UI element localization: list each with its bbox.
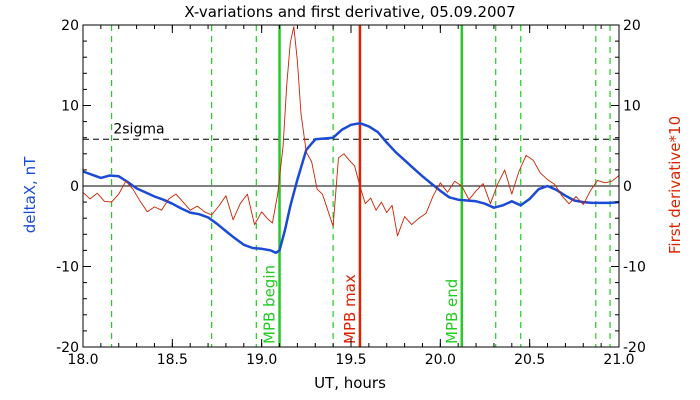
x-tick-label: 18.0 (67, 352, 98, 368)
y-tick-label-left: 0 (70, 179, 79, 195)
x-tick-label: 20.0 (425, 352, 456, 368)
series-line-derivative (82, 26, 620, 237)
y-tick-label-left: 20 (61, 18, 79, 34)
series-line-deltax (82, 121, 620, 255)
y-tick-label-right: 10 (623, 99, 641, 115)
chart-title: X-variations and first derivative, 05.09… (184, 3, 515, 21)
y-axis-label-left: deltaX, nT (21, 156, 39, 233)
y-tick-label-left: -10 (56, 260, 79, 276)
mpb-marker-label-3: MPB end (443, 279, 461, 344)
sigma-label: 2sigma (113, 121, 164, 137)
x-tick-label: 20.5 (514, 352, 545, 368)
x-tick-label: 19.0 (246, 352, 277, 368)
y-axis-label-right: First derivative*10 (666, 116, 684, 254)
y-tick-label-right: 0 (623, 179, 632, 195)
x-tick-label: 19.5 (335, 352, 366, 368)
plot-area: 2sigma MPB begin MPB max MPB end 18.0 18.5 19.… (56, 18, 646, 368)
y-tick-label-right: -10 (623, 260, 646, 276)
x-tick-label: 18.5 (157, 352, 188, 368)
mpb-marker-label-2: MPB max (341, 274, 359, 344)
x-tick-label: 21.0 (603, 352, 634, 368)
mpb-marker-label-1: MPB begin (261, 265, 279, 344)
y-tick-label-left: 10 (61, 99, 79, 115)
y-tick-label-right: -20 (623, 340, 646, 356)
x-axis-label: UT, hours (314, 374, 386, 392)
y-tick-label-right: 20 (623, 18, 641, 34)
y-tick-label-left: -20 (56, 340, 79, 356)
